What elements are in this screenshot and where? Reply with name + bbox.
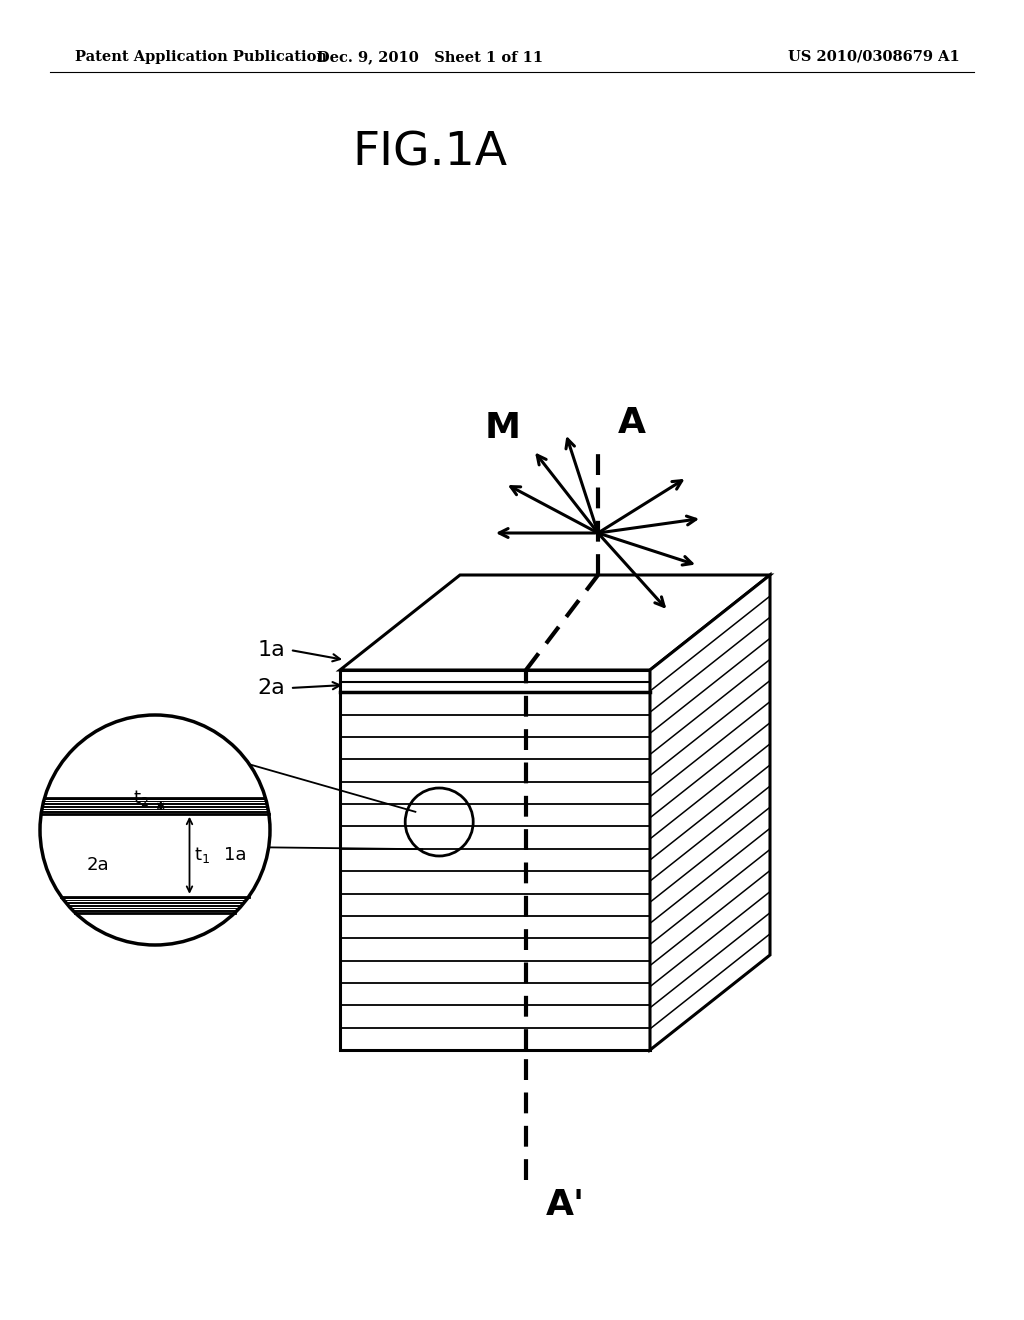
Text: 2a: 2a (86, 857, 109, 874)
Text: t$_2$: t$_2$ (133, 788, 148, 808)
Text: FIG.1A: FIG.1A (352, 129, 508, 176)
Text: 1a: 1a (224, 846, 247, 865)
Polygon shape (650, 576, 770, 1049)
Text: A': A' (546, 1188, 585, 1222)
Polygon shape (340, 576, 770, 671)
Text: US 2010/0308679 A1: US 2010/0308679 A1 (788, 50, 961, 63)
Text: Dec. 9, 2010   Sheet 1 of 11: Dec. 9, 2010 Sheet 1 of 11 (317, 50, 543, 63)
Polygon shape (340, 671, 650, 1049)
Text: Patent Application Publication: Patent Application Publication (75, 50, 327, 63)
Text: t$_1$: t$_1$ (195, 845, 211, 866)
Text: 2a: 2a (257, 678, 285, 698)
Text: 1a: 1a (257, 640, 285, 660)
Circle shape (40, 715, 270, 945)
Text: A: A (618, 407, 646, 440)
Text: M: M (485, 411, 521, 445)
